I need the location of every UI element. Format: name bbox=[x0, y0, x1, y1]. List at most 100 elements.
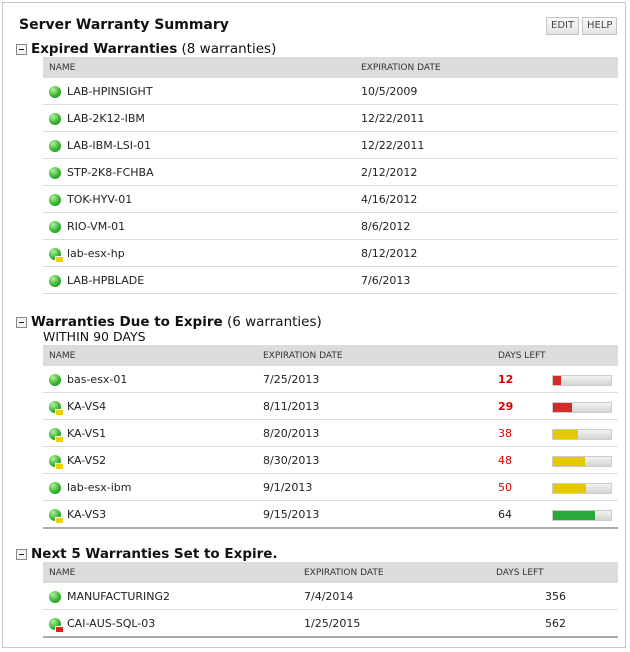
expiration-date: 8/12/2012 bbox=[361, 246, 418, 260]
section-name: Next 5 Warranties Set to Expire. bbox=[31, 546, 278, 562]
expiration-date: 7/4/2014 bbox=[304, 589, 354, 603]
days-bar bbox=[553, 510, 596, 520]
status-overlay bbox=[55, 408, 64, 416]
expiration-date: 12/22/2011 bbox=[361, 111, 425, 125]
row-divider bbox=[43, 392, 618, 393]
days-bar-track bbox=[552, 374, 612, 386]
row-divider bbox=[43, 419, 618, 420]
column-header: EXPIRATION DATE bbox=[263, 351, 343, 361]
row-divider bbox=[43, 185, 618, 186]
edit-button[interactable]: EDIT bbox=[546, 17, 580, 35]
days-left: 64 bbox=[498, 507, 512, 521]
column-header: NAME bbox=[49, 351, 76, 361]
expiration-date: 10/5/2009 bbox=[361, 84, 418, 98]
days-bar-track bbox=[552, 428, 612, 440]
status-icon bbox=[49, 193, 61, 206]
status-overlay bbox=[55, 255, 64, 263]
days-bar bbox=[553, 375, 561, 385]
panel-title: Server Warranty Summary bbox=[19, 17, 229, 33]
expiration-date: 8/20/2013 bbox=[263, 426, 320, 440]
section-name: Warranties Due to Expire bbox=[31, 314, 223, 330]
row-divider bbox=[43, 500, 618, 501]
expiration-date: 4/16/2012 bbox=[361, 192, 418, 206]
row-divider bbox=[43, 446, 618, 447]
expiration-date: 9/1/2013 bbox=[263, 480, 313, 494]
server-name[interactable]: KA-VS3 bbox=[67, 507, 107, 521]
server-name[interactable]: LAB-IBM-LSI-01 bbox=[67, 138, 151, 152]
expiration-date: 8/6/2012 bbox=[361, 219, 411, 233]
column-header: EXPIRATION DATE bbox=[304, 568, 384, 578]
section-count: (6 warranties) bbox=[226, 314, 322, 330]
table-header bbox=[43, 562, 618, 583]
server-name[interactable]: RIO-VM-01 bbox=[67, 219, 126, 233]
column-header: EXPIRATION DATE bbox=[361, 63, 441, 73]
collapse-toggle[interactable] bbox=[16, 44, 27, 55]
expiration-date: 9/15/2013 bbox=[263, 507, 320, 521]
days-bar-track bbox=[552, 455, 612, 467]
server-name[interactable]: LAB-2K12-IBM bbox=[67, 111, 145, 125]
expiration-date: 8/30/2013 bbox=[263, 453, 320, 467]
status-icon bbox=[49, 112, 61, 125]
expiration-date: 2/12/2012 bbox=[361, 165, 418, 179]
server-name[interactable]: TOK-HYV-01 bbox=[67, 192, 133, 206]
days-bar-track bbox=[552, 509, 612, 521]
row-divider bbox=[43, 636, 618, 638]
days-bar bbox=[553, 429, 579, 439]
status-icon bbox=[49, 481, 61, 494]
row-divider bbox=[43, 293, 618, 294]
status-icon bbox=[49, 166, 61, 179]
days-left: 12 bbox=[498, 372, 514, 386]
status-overlay bbox=[55, 516, 64, 524]
row-divider bbox=[43, 104, 618, 105]
server-name[interactable]: lab-esx-ibm bbox=[67, 480, 132, 494]
row-divider bbox=[43, 609, 618, 610]
server-name[interactable]: lab-esx-hp bbox=[67, 246, 125, 260]
days-bar-track bbox=[552, 401, 612, 413]
collapse-toggle[interactable] bbox=[16, 317, 27, 328]
days-left: 38 bbox=[498, 426, 512, 440]
days-bar-track bbox=[552, 482, 612, 494]
server-name[interactable]: KA-VS1 bbox=[67, 426, 107, 440]
help-button[interactable]: HELP bbox=[582, 17, 618, 35]
row-divider bbox=[43, 527, 618, 529]
days-bar bbox=[553, 456, 585, 466]
days-left: 48 bbox=[498, 453, 512, 467]
row-divider bbox=[43, 473, 618, 474]
column-header: NAME bbox=[49, 568, 76, 578]
server-name[interactable]: CAI-AUS-SQL-03 bbox=[67, 616, 156, 630]
days-left: 562 bbox=[545, 616, 566, 630]
table-header bbox=[43, 345, 618, 366]
section-subtitle: WITHIN 90 DAYS bbox=[43, 329, 146, 344]
row-divider bbox=[43, 158, 618, 159]
section-name: Expired Warranties bbox=[31, 41, 178, 57]
status-overlay bbox=[55, 462, 64, 470]
status-overlay bbox=[55, 625, 64, 633]
server-name[interactable]: KA-VS4 bbox=[67, 399, 107, 413]
days-left: 356 bbox=[545, 589, 566, 603]
collapse-toggle[interactable] bbox=[16, 549, 27, 560]
server-name[interactable]: LAB-HPBLADE bbox=[67, 273, 145, 287]
row-divider bbox=[43, 212, 618, 213]
section-count: (8 warranties) bbox=[181, 41, 277, 57]
days-bar bbox=[553, 483, 586, 493]
server-name[interactable]: KA-VS2 bbox=[67, 453, 107, 467]
server-name[interactable]: bas-esx-01 bbox=[67, 372, 128, 386]
status-icon bbox=[49, 139, 61, 152]
days-left: 50 bbox=[498, 480, 512, 494]
server-name[interactable]: MANUFACTURING2 bbox=[67, 589, 171, 603]
row-divider bbox=[43, 239, 618, 240]
expiration-date: 7/25/2013 bbox=[263, 372, 320, 386]
server-name[interactable]: LAB-HPINSIGHT bbox=[67, 84, 153, 98]
section-title: Next 5 Warranties Set to Expire. bbox=[31, 546, 278, 562]
column-header: DAYS LEFT bbox=[498, 351, 546, 361]
status-icon bbox=[49, 85, 61, 98]
column-header: DAYS LEFT bbox=[496, 568, 544, 578]
row-divider bbox=[43, 266, 618, 267]
expiration-date: 12/22/2011 bbox=[361, 138, 425, 152]
section-title: Expired Warranties (8 warranties) bbox=[31, 41, 276, 57]
status-icon bbox=[49, 220, 61, 233]
status-overlay bbox=[55, 435, 64, 443]
expiration-date: 7/6/2013 bbox=[361, 273, 411, 287]
server-name[interactable]: STP-2K8-FCHBA bbox=[67, 165, 154, 179]
